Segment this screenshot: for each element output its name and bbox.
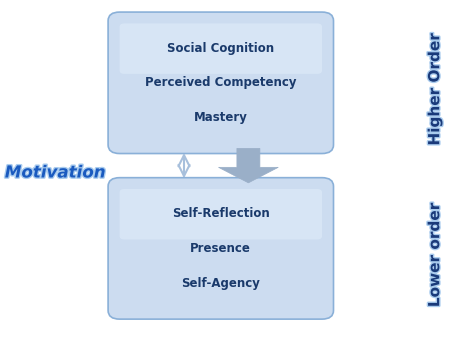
Text: Self-Agency: Self-Agency	[181, 277, 260, 290]
Text: Mastery: Mastery	[193, 111, 247, 124]
FancyBboxPatch shape	[108, 178, 333, 319]
FancyBboxPatch shape	[119, 189, 321, 239]
Text: Perceived Competency: Perceived Competency	[145, 76, 296, 89]
Text: Higher Order: Higher Order	[426, 34, 441, 146]
Polygon shape	[218, 148, 278, 183]
FancyBboxPatch shape	[108, 12, 333, 154]
FancyBboxPatch shape	[119, 23, 321, 74]
Text: Presence: Presence	[190, 242, 251, 255]
Text: Social Cognition: Social Cognition	[167, 41, 274, 55]
Text: Motivation: Motivation	[5, 164, 106, 181]
Text: Self-Reflection: Self-Reflection	[172, 207, 269, 220]
Text: Lower order: Lower order	[426, 204, 441, 307]
